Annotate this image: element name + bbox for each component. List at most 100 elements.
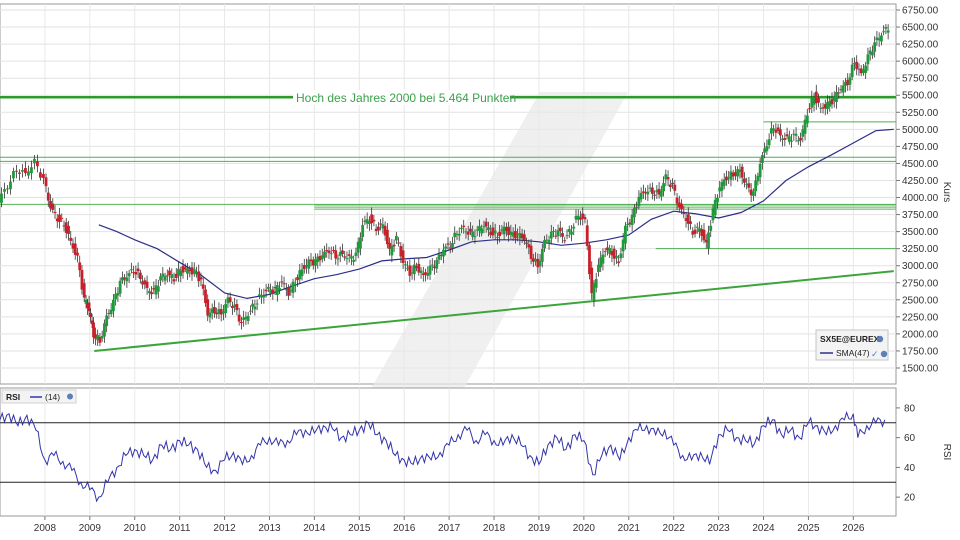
candle-body xyxy=(354,252,358,256)
candle-body xyxy=(217,309,221,315)
candle-body xyxy=(314,259,317,266)
candle-body xyxy=(675,197,679,204)
candle-body xyxy=(821,107,825,109)
candle-body xyxy=(296,277,299,281)
candle-body xyxy=(653,194,656,196)
candle-body xyxy=(62,225,66,227)
annotation-label: Hoch des Jahres 2000 bei 5.464 Punkten xyxy=(296,91,516,105)
candle-body xyxy=(235,304,239,311)
candle-body xyxy=(758,163,762,178)
candle-body xyxy=(138,272,142,280)
price-y-axis: 1500.00 1750.00 2000.00 2250.00 2500.00 2750.… xyxy=(896,6,939,375)
candle-body xyxy=(545,239,549,241)
candle-body xyxy=(498,231,502,236)
candle-body xyxy=(644,192,648,194)
candle-body xyxy=(159,276,162,281)
candle-body xyxy=(86,303,89,309)
candle-body xyxy=(107,312,111,314)
candle-body xyxy=(471,231,475,237)
x-tick-label: 2010 xyxy=(124,523,147,534)
price-gridlines xyxy=(0,9,896,369)
info-icon[interactable] xyxy=(876,335,884,343)
candle-body xyxy=(682,212,686,215)
rsi-series xyxy=(0,410,886,503)
candle-body xyxy=(266,286,270,289)
candle-body xyxy=(242,317,246,320)
candle-body xyxy=(702,229,706,241)
candle-body xyxy=(767,139,771,146)
price-y-tick-label: 5500.00 xyxy=(902,91,939,102)
x-axis: 2008 2009 2010 2011 2012 2013 2014 2015 2016 2017… xyxy=(34,516,865,534)
candle-body xyxy=(92,322,95,338)
candle-body xyxy=(30,167,33,174)
info-icon[interactable] xyxy=(67,393,73,400)
candle-body xyxy=(752,191,755,196)
candlestick-series xyxy=(0,24,890,347)
candle-body xyxy=(6,188,9,190)
price-y-tick-label: 3500.00 xyxy=(902,227,939,238)
candle-body xyxy=(365,219,369,224)
candle-body xyxy=(80,270,84,290)
candle-body xyxy=(540,248,544,262)
candle-body xyxy=(289,289,293,292)
candle-body xyxy=(846,79,850,85)
price-y-tick-label: 2500.00 xyxy=(902,295,939,306)
candle-body xyxy=(547,239,551,244)
candle-body xyxy=(401,250,405,263)
candle-body xyxy=(713,199,717,216)
candle-body xyxy=(873,42,877,52)
price-y-tick-label: 6500.00 xyxy=(902,23,939,34)
candle-body xyxy=(812,97,816,105)
price-y-tick-label: 4000.00 xyxy=(902,193,939,204)
candle-body xyxy=(473,236,477,238)
candle-body xyxy=(493,230,497,234)
candle-body xyxy=(864,65,868,73)
candle-body xyxy=(291,281,295,293)
candle-body xyxy=(884,27,888,29)
candle-body xyxy=(442,249,445,257)
candle-body xyxy=(668,184,672,188)
candle-body xyxy=(222,311,225,314)
candle-body xyxy=(803,119,807,134)
candle-body xyxy=(370,214,374,224)
candle-body xyxy=(406,267,409,269)
candle-body xyxy=(882,31,886,33)
candle-body xyxy=(716,197,719,203)
candle-body xyxy=(201,284,205,289)
candle-body xyxy=(3,189,6,192)
candle-body xyxy=(700,228,704,236)
candle-body xyxy=(594,279,598,288)
info-icon[interactable] xyxy=(880,350,888,358)
candle-body xyxy=(841,85,845,93)
candle-body xyxy=(749,189,753,196)
x-tick-label: 2023 xyxy=(707,523,730,534)
candle-body xyxy=(390,245,394,256)
candle-body xyxy=(311,259,315,266)
x-tick-label: 2009 xyxy=(79,523,102,534)
price-y-tick-label: 3000.00 xyxy=(902,261,939,272)
candle-body xyxy=(269,289,272,294)
candle-body xyxy=(839,89,843,91)
candle-body xyxy=(347,254,351,256)
candle-body xyxy=(21,169,24,172)
candle-body xyxy=(718,187,722,192)
x-tick-label: 2008 xyxy=(34,523,57,534)
candle-body xyxy=(309,259,313,262)
candle-body xyxy=(341,250,344,255)
candle-body xyxy=(165,275,169,277)
check-icon[interactable]: ✓ xyxy=(871,349,879,359)
candle-body xyxy=(112,299,115,312)
candle-body xyxy=(90,320,94,325)
price-y-tick-label: 4250.00 xyxy=(902,176,939,187)
candle-body xyxy=(886,30,890,33)
candle-body xyxy=(628,222,632,225)
candle-body xyxy=(736,169,740,177)
candle-body xyxy=(610,251,614,256)
candle-body xyxy=(36,161,39,167)
candle-body xyxy=(695,226,699,228)
candle-body xyxy=(163,276,167,281)
candle-body xyxy=(552,230,555,232)
candle-body xyxy=(480,228,484,234)
candle-body xyxy=(792,133,796,135)
